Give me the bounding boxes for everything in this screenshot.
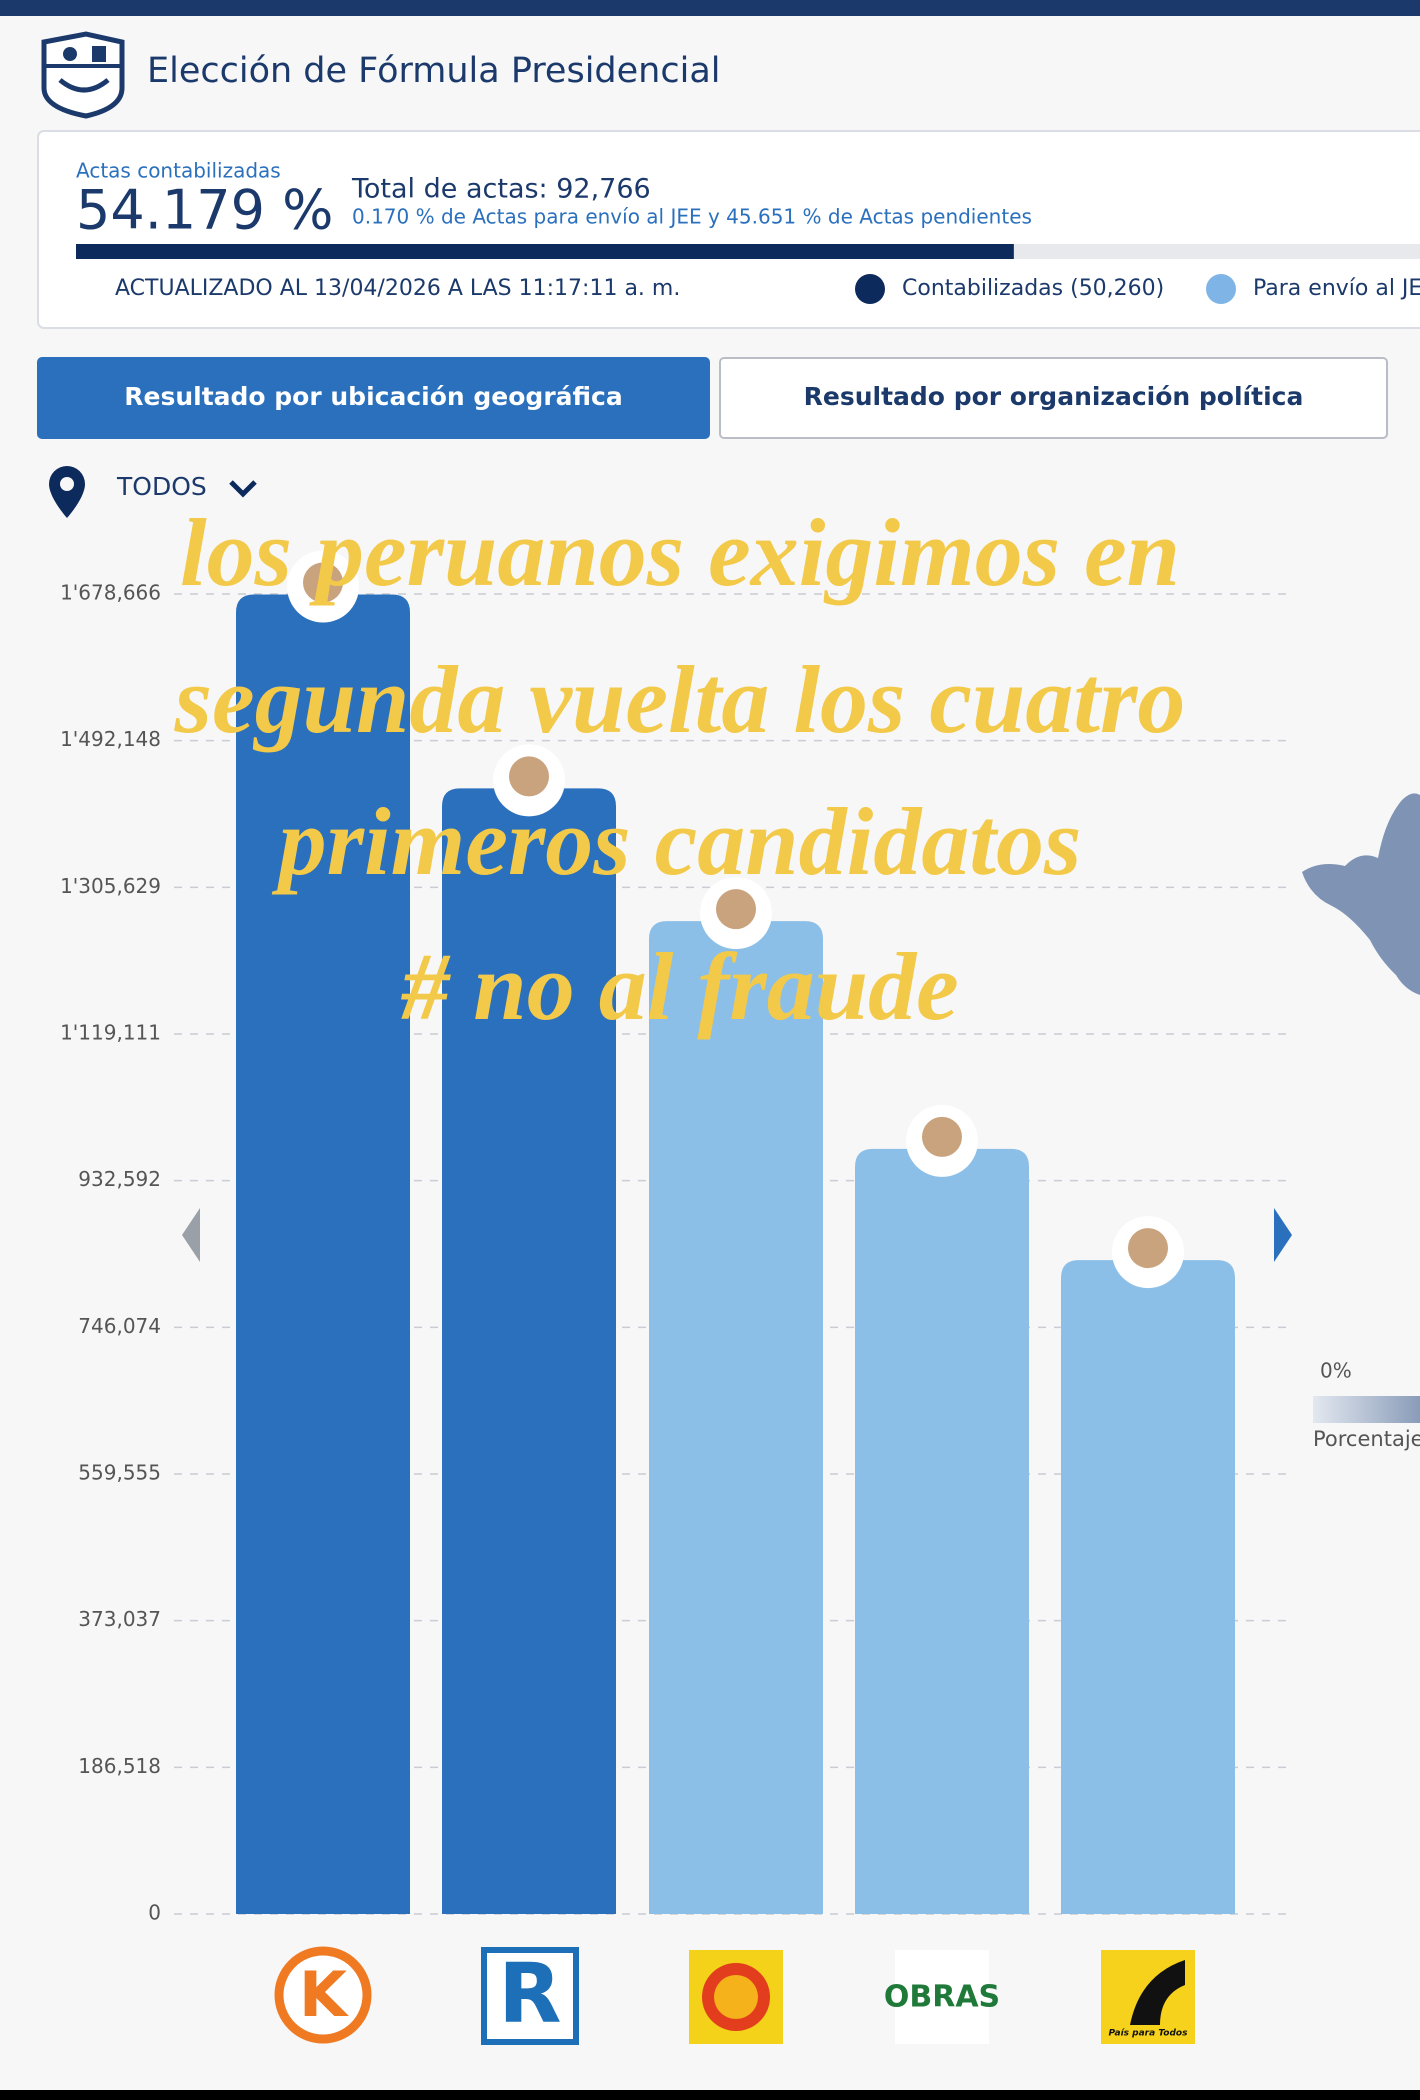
party-logo-sun xyxy=(689,1950,783,2044)
prev-arrow[interactable] xyxy=(182,1208,200,1262)
y-tick-label: 1'305,629 xyxy=(60,874,161,898)
location-pin xyxy=(49,466,85,518)
overlay-text: primeros candidatos xyxy=(272,788,1082,895)
y-tick-label: 746,074 xyxy=(78,1314,161,1338)
map-legend-gradient xyxy=(1313,1396,1420,1423)
overlay-text: los peruanos exigimos en xyxy=(180,499,1180,606)
overlay-text: # no al fraude xyxy=(400,933,958,1040)
y-tick-label: 559,555 xyxy=(78,1461,161,1485)
candidate-face xyxy=(1128,1228,1168,1269)
bar xyxy=(442,788,616,1914)
map-legend-min: 0% xyxy=(1320,1359,1352,1383)
legend-dot xyxy=(855,274,885,304)
party-logo-ppt: País para Todos xyxy=(1101,1950,1195,2044)
bottom-bar xyxy=(0,2090,1420,2100)
y-tick-label: 1'119,111 xyxy=(60,1020,161,1044)
summary-total: Total de actas: 92,766 xyxy=(351,174,651,205)
y-tick-label: 1'678,666 xyxy=(60,581,161,605)
party-logo-obras: OBRAS xyxy=(884,1950,1000,2044)
y-tick-label: 186,518 xyxy=(78,1754,161,1778)
party-logo-k: K xyxy=(274,1946,372,2044)
filter-value[interactable]: TODOS xyxy=(116,472,207,501)
y-tick-label: 932,592 xyxy=(78,1167,161,1191)
tab[interactable] xyxy=(37,357,710,439)
map-legend-label: Porcentaje xyxy=(1313,1427,1420,1451)
emblem xyxy=(41,31,125,119)
y-tick-label: 373,037 xyxy=(78,1607,161,1631)
next-arrow[interactable] xyxy=(1274,1208,1292,1262)
summary-label: Actas contabilizadas xyxy=(76,159,281,183)
logo-text: K xyxy=(299,1958,349,2031)
bar xyxy=(1061,1260,1235,1914)
candidate-face xyxy=(303,562,343,603)
bar xyxy=(855,1148,1029,1914)
progress-fill xyxy=(76,244,1014,259)
candidate-face xyxy=(922,1116,962,1157)
tab-label[interactable]: Resultado por ubicación geográfica xyxy=(124,382,623,411)
summary-card xyxy=(37,130,1420,329)
summary-percent: 54.179 % xyxy=(76,179,333,242)
legend-label: Para envío al JE xyxy=(1253,276,1420,301)
bar xyxy=(649,921,823,1914)
y-tick-label: 1'492,148 xyxy=(60,727,161,751)
party-logo-r: R xyxy=(481,1946,579,2045)
logo-text: OBRAS xyxy=(884,1980,1000,2015)
y-tick-label: 0 xyxy=(148,1901,161,1925)
map-shape[interactable] xyxy=(1302,793,1420,995)
top-bar xyxy=(0,0,1420,16)
logo-text: País para Todos xyxy=(1109,2029,1189,2039)
tab[interactable] xyxy=(719,357,1388,439)
bar xyxy=(236,594,410,1914)
page-title: Elección de Fórmula Presidencial xyxy=(147,51,721,91)
summary-note: 0.170 % de Actas para envío al JEE y 45.… xyxy=(352,205,1032,229)
legend-label: Contabilizadas (50,260) xyxy=(902,276,1164,301)
filter-chevron[interactable] xyxy=(229,480,257,498)
overlay-text: segunda vuelta los cuatro xyxy=(174,646,1186,753)
updated-at: ACTUALIZADO AL 13/04/2026 A LAS 11:17:11… xyxy=(115,276,680,301)
candidate-face xyxy=(716,889,756,930)
legend-dot xyxy=(1206,274,1236,304)
tab-label[interactable]: Resultado por organización política xyxy=(804,382,1304,411)
logo-text: R xyxy=(498,1946,561,2041)
candidate-face xyxy=(509,756,549,797)
